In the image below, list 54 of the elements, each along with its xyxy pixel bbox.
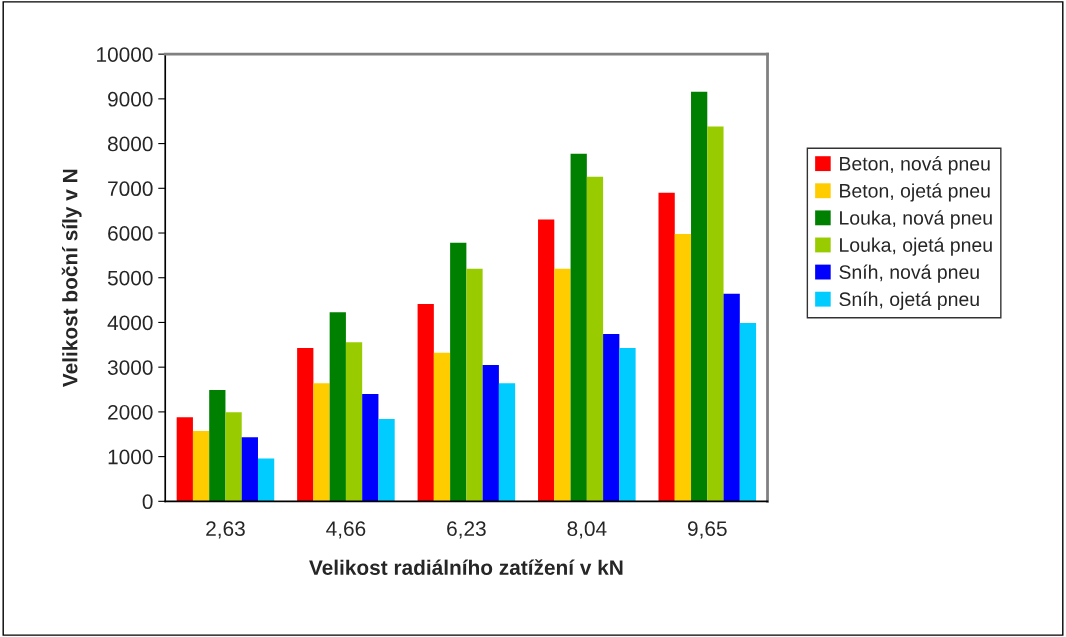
bar (225, 412, 242, 502)
y-tick-label: 3000 (107, 360, 153, 375)
bar (570, 153, 587, 502)
bar (417, 304, 434, 502)
x-tick-label: 8,04 (567, 521, 607, 539)
x-tick-label: 4,66 (326, 521, 366, 539)
bar (658, 192, 675, 502)
bar (707, 126, 724, 502)
y-tick-label: 10000 (97, 47, 153, 62)
bar (297, 347, 314, 502)
y-tick-label: 9000 (108, 91, 153, 107)
bar (257, 458, 275, 502)
x-axis-title: Velikost radiálního zatížení v kN (309, 559, 623, 575)
bar (739, 322, 757, 502)
bar (586, 176, 604, 502)
y-tick-label: 6000 (108, 226, 153, 241)
y-tick-label: 5000 (107, 270, 153, 286)
bar (691, 91, 708, 502)
bar (619, 347, 636, 502)
legend-label: Beton, ojetá pneu (840, 183, 990, 202)
bar (723, 293, 740, 502)
x-tick-label: 9,65 (688, 521, 727, 539)
x-tick-label: 6,23 (447, 521, 486, 539)
legend-label: Louka, ojetá pneu (840, 237, 992, 256)
bar (433, 352, 451, 502)
bar (241, 437, 258, 502)
bar (176, 417, 193, 502)
bar (603, 334, 620, 502)
bar (378, 419, 395, 502)
bar (313, 383, 330, 502)
bar (329, 312, 346, 502)
bar (498, 383, 516, 502)
bar (362, 394, 379, 502)
y-tick-label: 0 (142, 494, 153, 510)
y-tick-label: 4000 (107, 315, 153, 331)
x-tick-label: 2,63 (206, 521, 245, 539)
y-axis-title: Velikost boční síly v N (61, 169, 82, 387)
legend-label: Louka, nová pneu (840, 210, 992, 229)
legend-label: Beton, nová pneu (840, 156, 990, 175)
y-tick-label: 8000 (107, 136, 153, 152)
bar (482, 364, 499, 502)
legend-label: Sníh, nová pneu (839, 264, 979, 283)
bar (674, 233, 692, 502)
bar (466, 268, 483, 502)
y-tick-label: 7000 (108, 181, 153, 197)
y-tick-label: 1000 (108, 449, 153, 465)
bar (538, 219, 555, 502)
legend-label: Sníh, ojetá pneu (839, 291, 979, 310)
bar (450, 242, 467, 502)
bar (554, 268, 571, 502)
y-tick-label: 2000 (108, 404, 153, 420)
bar (192, 431, 210, 502)
bar (345, 342, 363, 502)
bar (209, 389, 226, 502)
